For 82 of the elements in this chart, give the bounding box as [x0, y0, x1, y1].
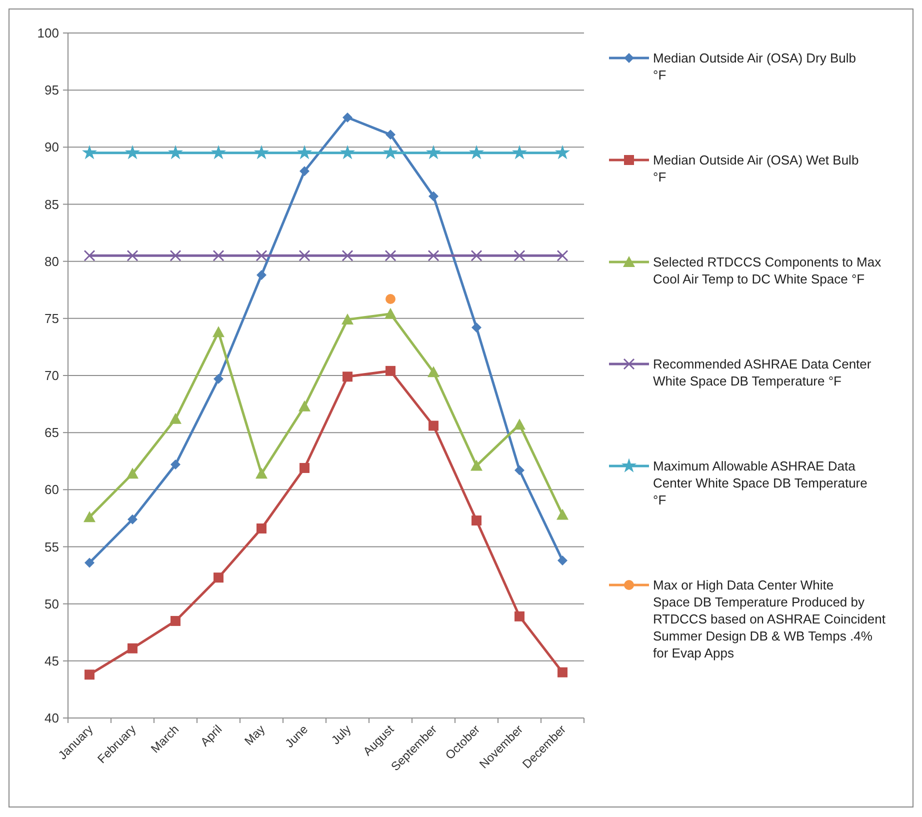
point — [556, 250, 568, 262]
point — [256, 523, 266, 534]
point — [170, 412, 182, 424]
point — [126, 468, 138, 479]
point — [514, 418, 526, 430]
y-tick-label: 80 — [44, 254, 59, 269]
point — [428, 191, 438, 202]
y-tick-label: 55 — [44, 539, 59, 554]
point — [428, 250, 440, 262]
y-tick-label: 95 — [44, 82, 59, 98]
point — [298, 250, 310, 262]
point — [254, 144, 270, 160]
point — [470, 460, 482, 471]
point — [384, 250, 396, 262]
point — [128, 514, 138, 524]
point — [472, 515, 482, 526]
point — [256, 468, 268, 479]
point — [514, 250, 526, 262]
point — [514, 611, 524, 622]
point — [386, 366, 396, 376]
point — [214, 572, 224, 583]
point — [168, 144, 184, 160]
point — [170, 250, 182, 262]
point — [558, 667, 568, 678]
point — [342, 372, 352, 382]
legend-label: Median Outside Air (OSA) Wet Bulb °F — [653, 152, 859, 185]
point — [386, 294, 396, 304]
point — [514, 465, 524, 476]
point — [256, 250, 268, 262]
point — [342, 250, 354, 262]
x-tick-label: July — [328, 722, 354, 748]
point — [128, 643, 138, 654]
point — [84, 670, 94, 680]
point — [340, 144, 356, 160]
point — [382, 144, 398, 160]
point — [170, 460, 180, 470]
point — [256, 270, 266, 280]
point — [300, 166, 310, 176]
point — [210, 144, 226, 160]
point — [296, 144, 312, 160]
point — [428, 366, 440, 378]
point — [428, 420, 438, 431]
y-tick-label: 90 — [44, 140, 59, 155]
y-tick-label: 60 — [44, 482, 59, 498]
y-tick-label: 70 — [44, 368, 59, 384]
point — [512, 144, 528, 160]
legend-label: Recommended ASHRAE Data Center White Space DB Temperature °F — [653, 356, 872, 389]
point — [384, 308, 396, 319]
point — [472, 322, 482, 333]
y-tick-label: 50 — [44, 596, 59, 612]
y-tick-label: 40 — [44, 710, 59, 726]
point — [84, 511, 96, 522]
legend-label: Median Outside Air (OSA) Dry Bulb °F — [653, 50, 856, 83]
y-tick-label: 45 — [44, 653, 59, 668]
point — [468, 144, 484, 160]
point — [124, 144, 140, 160]
point — [556, 508, 568, 520]
point — [554, 144, 570, 160]
point — [84, 250, 96, 262]
point — [342, 314, 354, 325]
point — [298, 400, 310, 412]
point — [300, 462, 310, 473]
point — [558, 555, 568, 566]
y-tick-label: 65 — [44, 425, 59, 440]
y-tick-label: 85 — [44, 196, 59, 212]
point — [126, 250, 138, 262]
point — [342, 112, 352, 122]
point — [212, 250, 224, 262]
point — [470, 250, 482, 262]
y-tick-label: 100 — [37, 26, 59, 41]
point — [84, 558, 94, 568]
y-tick-label: 75 — [44, 310, 59, 326]
legend-label: Maximum Allowable ASHRAE Data Center White Space DB Temperature °F — [653, 458, 868, 508]
x-tick-label: May — [242, 722, 268, 748]
point — [426, 144, 442, 160]
point — [170, 616, 180, 626]
legend-label: Selected RTDCCS Components to Max Cool Air Temp to DC White Space °F — [653, 254, 882, 287]
point — [214, 374, 224, 384]
point — [82, 144, 98, 160]
point — [386, 130, 396, 140]
point — [212, 326, 224, 338]
legend-label: Max or High Data Center White Space DB Temperature Produced by RTDCCS based on ASHRAE Coincident Summer Design DB & WB Temps .4% for Evap Apps — [653, 578, 886, 661]
